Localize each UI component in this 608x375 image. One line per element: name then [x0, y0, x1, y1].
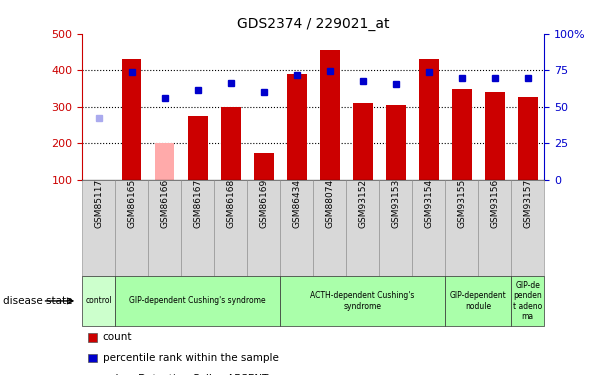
- Text: GSM86165: GSM86165: [127, 178, 136, 228]
- Text: GSM93152: GSM93152: [358, 179, 367, 228]
- Text: GSM86168: GSM86168: [226, 178, 235, 228]
- Bar: [452, 88, 472, 180]
- Title: GDS2374 / 229021_at: GDS2374 / 229021_at: [237, 17, 389, 32]
- Bar: [188, 116, 207, 180]
- Bar: [518, 97, 537, 180]
- Text: count: count: [103, 333, 133, 342]
- Text: GSM86167: GSM86167: [193, 178, 202, 228]
- Bar: [154, 144, 174, 180]
- Text: GSM93155: GSM93155: [457, 178, 466, 228]
- Text: percentile rank within the sample: percentile rank within the sample: [103, 353, 278, 363]
- Text: GSM93157: GSM93157: [523, 178, 532, 228]
- Text: GSM93154: GSM93154: [424, 179, 433, 228]
- Text: control: control: [85, 296, 112, 305]
- Bar: [287, 74, 306, 180]
- Text: GIP-dependent Cushing's syndrome: GIP-dependent Cushing's syndrome: [130, 296, 266, 305]
- Bar: [221, 107, 241, 180]
- Bar: [485, 92, 505, 180]
- Bar: [353, 103, 373, 180]
- Text: ACTH-dependent Cushing's
syndrome: ACTH-dependent Cushing's syndrome: [311, 291, 415, 310]
- Text: disease state: disease state: [3, 296, 72, 306]
- Bar: [122, 59, 142, 180]
- Text: GSM86166: GSM86166: [160, 178, 169, 228]
- Text: GSM93153: GSM93153: [391, 178, 400, 228]
- Text: GSM88074: GSM88074: [325, 179, 334, 228]
- Text: GSM93156: GSM93156: [490, 178, 499, 228]
- Text: GSM86434: GSM86434: [292, 179, 301, 228]
- Bar: [419, 59, 438, 180]
- Text: GSM85117: GSM85117: [94, 178, 103, 228]
- Text: GIP-de
penden
t adeno
ma: GIP-de penden t adeno ma: [513, 281, 542, 321]
- Bar: [320, 50, 339, 180]
- Text: GIP-dependent
nodule: GIP-dependent nodule: [450, 291, 506, 310]
- Text: value, Detection Call = ABSENT: value, Detection Call = ABSENT: [103, 374, 268, 375]
- Bar: [385, 105, 406, 180]
- Text: GSM86169: GSM86169: [259, 178, 268, 228]
- Bar: [254, 153, 274, 180]
